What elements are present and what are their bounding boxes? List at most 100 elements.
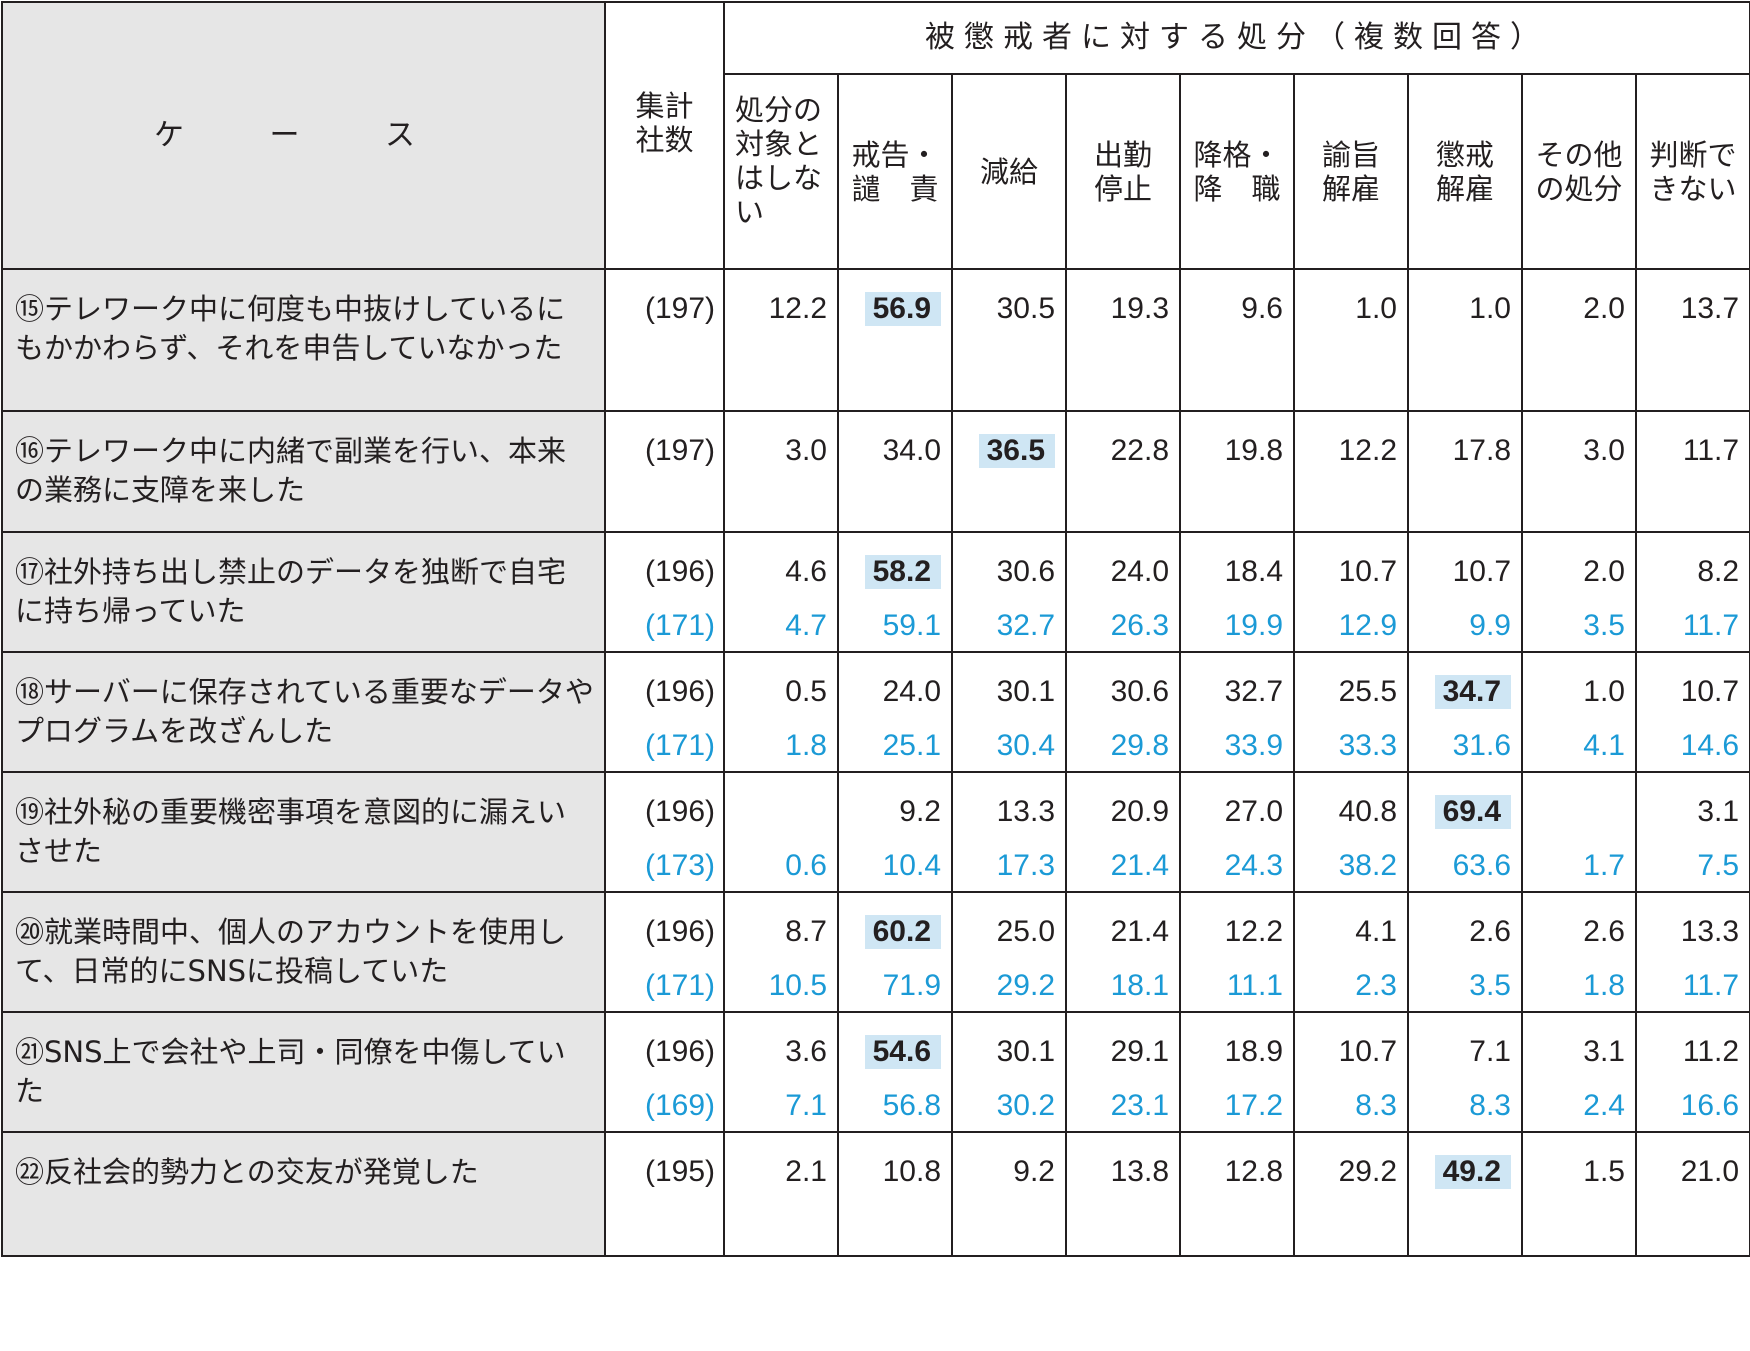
value-cell: 12.8 [1179, 1131, 1295, 1257]
value: 40.8 [1338, 795, 1397, 828]
column-header: 出勤 停止 [1065, 73, 1181, 270]
column-header: その他 の処分 [1521, 73, 1637, 270]
value-cell: 2.0 [1521, 268, 1637, 412]
value-cell: 20.9 21.4 [1065, 771, 1181, 893]
count-value: (196) [644, 1035, 715, 1068]
previous-value: 2.3 [1355, 969, 1397, 1002]
value: 1.0 [1583, 675, 1625, 708]
value: 7.1 [1469, 1035, 1511, 1068]
value-cell: 22.8 [1065, 410, 1181, 533]
previous-value: 26.3 [1110, 609, 1169, 642]
count-previous-value: (169) [644, 1089, 715, 1122]
value-wrapper: 36.5 [957, 434, 1055, 468]
case-label: ⑱サーバーに保存されている重要なデータやプログラムを改ざんした [1, 651, 606, 773]
value-wrapper: 60.2 [843, 915, 941, 949]
value-cell: 30.1 30.2 [951, 1011, 1067, 1133]
count-cell: (196) (171) [604, 891, 725, 1013]
penalty-group-header: 被懲戒者に対する処分（複数回答） [722, 1, 1750, 75]
previous-value: 33.9 [1224, 729, 1283, 762]
value: 34.0 [882, 434, 941, 467]
value-cell: 19.3 [1065, 268, 1181, 412]
value-cell: 18.9 17.2 [1179, 1011, 1295, 1133]
table-body: ⑮テレワーク中に何度も中抜けしているにもかかわらず、それを申告していなかった (1… [1, 268, 1750, 1257]
table-row: ⑳就業時間中、個人のアカウントを使用して、日常的にSNSに投稿していた (196)… [1, 891, 1750, 1013]
value-cell: 27.0 24.3 [1179, 771, 1295, 893]
previous-value: 31.6 [1452, 729, 1511, 762]
value-cell: 1.0 [1293, 268, 1409, 412]
value-wrapper: 56.9 [843, 292, 941, 326]
case-label: ⑰社外持ち出し禁止のデータを独断で自宅に持ち帰っていた [1, 531, 606, 653]
value-cell: 30.6 29.8 [1065, 651, 1181, 773]
value-wrapper: 34.7 [1413, 675, 1511, 709]
value: 25.0 [996, 915, 1055, 948]
value-cell: 69.4 63.6 [1407, 771, 1523, 893]
value-cell: 10.8 [837, 1131, 953, 1257]
value: 25.5 [1338, 675, 1397, 708]
count-cell: (197) [604, 268, 725, 412]
value: 27.0 [1224, 795, 1283, 828]
value-cell: 60.2 71.9 [837, 891, 953, 1013]
value: 29.2 [1338, 1155, 1397, 1188]
previous-value: 30.2 [996, 1089, 1055, 1122]
highlighted-value: 54.6 [864, 1035, 941, 1069]
value-cell: 9.2 10.4 [837, 771, 953, 893]
value-cell: 1.0 4.1 [1521, 651, 1637, 773]
value: 1.0 [1469, 292, 1511, 325]
value-cell: 17.8 [1407, 410, 1523, 533]
previous-value: 23.1 [1110, 1089, 1169, 1122]
value: 10.8 [882, 1155, 941, 1188]
column-header: 懲戒 解雇 [1407, 73, 1523, 270]
value-cell: 49.2 [1407, 1131, 1523, 1257]
value-cell: 13.8 [1065, 1131, 1181, 1257]
previous-value: 4.1 [1583, 729, 1625, 762]
value-cell: 54.6 56.8 [837, 1011, 953, 1133]
column-header: 判断で きない [1634, 73, 1750, 270]
value: 9.2 [899, 795, 941, 828]
previous-value: 8.3 [1355, 1089, 1397, 1122]
column-header: 降格・降 職 [1179, 73, 1295, 270]
value-cell: 2.6 3.5 [1407, 891, 1523, 1013]
highlighted-value: 34.7 [1434, 675, 1511, 709]
value: 8.2 [1697, 555, 1740, 588]
value: 11.2 [1682, 1035, 1740, 1068]
value: 18.9 [1224, 1035, 1283, 1068]
value-cell: 10.7 8.3 [1293, 1011, 1409, 1133]
value-cell: 3.1 2.4 [1521, 1011, 1637, 1133]
highlighted-value: 49.2 [1434, 1155, 1511, 1189]
highlighted-value: 60.2 [864, 915, 941, 949]
value: 30.6 [1110, 675, 1169, 708]
case-label: ㉑SNS上で会社や上司・同僚を中傷していた [1, 1011, 606, 1133]
previous-value: 17.3 [996, 849, 1055, 882]
value: 4.1 [1355, 915, 1397, 948]
value-cell: 7.1 8.3 [1407, 1011, 1523, 1133]
value-cell: 30.5 [951, 268, 1067, 412]
value: 10.7 [1452, 555, 1511, 588]
count-previous-value: (171) [644, 609, 715, 642]
value: 3.1 [1697, 795, 1740, 828]
previous-value: 1.7 [1583, 849, 1625, 882]
table-row: ㉒反社会的勢力との交友が発覚した (195) 2.1 10.8 9.2 13.8 12.8 2… [1, 1131, 1750, 1257]
value: 13.8 [1110, 1155, 1169, 1188]
value-cell: 21.0 [1634, 1131, 1750, 1257]
value-cell: 0.6 [723, 771, 839, 893]
value: 12.2 [1338, 434, 1397, 467]
value-cell: 11.7 [1634, 410, 1750, 533]
penalty-table: ケ ー ス 集計 社数 被懲戒者に対する処分（複数回答） 処分の 対象と はしない戒… [1, 1, 1750, 1257]
count-cell: (197) [604, 410, 725, 533]
previous-value: 56.8 [882, 1089, 941, 1122]
value-cell: 10.7 14.6 [1634, 651, 1750, 773]
count-previous-value: (171) [644, 969, 715, 1002]
value-cell: 25.0 29.2 [951, 891, 1067, 1013]
previous-value: 7.5 [1697, 849, 1740, 882]
value-cell: 2.1 [723, 1131, 839, 1257]
previous-value: 1.8 [785, 729, 827, 762]
previous-value: 11.1 [1226, 969, 1283, 1002]
value: 12.2 [768, 292, 827, 325]
previous-value: 8.3 [1469, 1089, 1511, 1122]
value: 3.0 [785, 434, 827, 467]
previous-value: 25.1 [882, 729, 941, 762]
previous-value: 30.4 [996, 729, 1055, 762]
highlighted-value: 56.9 [864, 292, 941, 326]
previous-value: 24.3 [1224, 849, 1283, 882]
value: 29.1 [1110, 1035, 1169, 1068]
